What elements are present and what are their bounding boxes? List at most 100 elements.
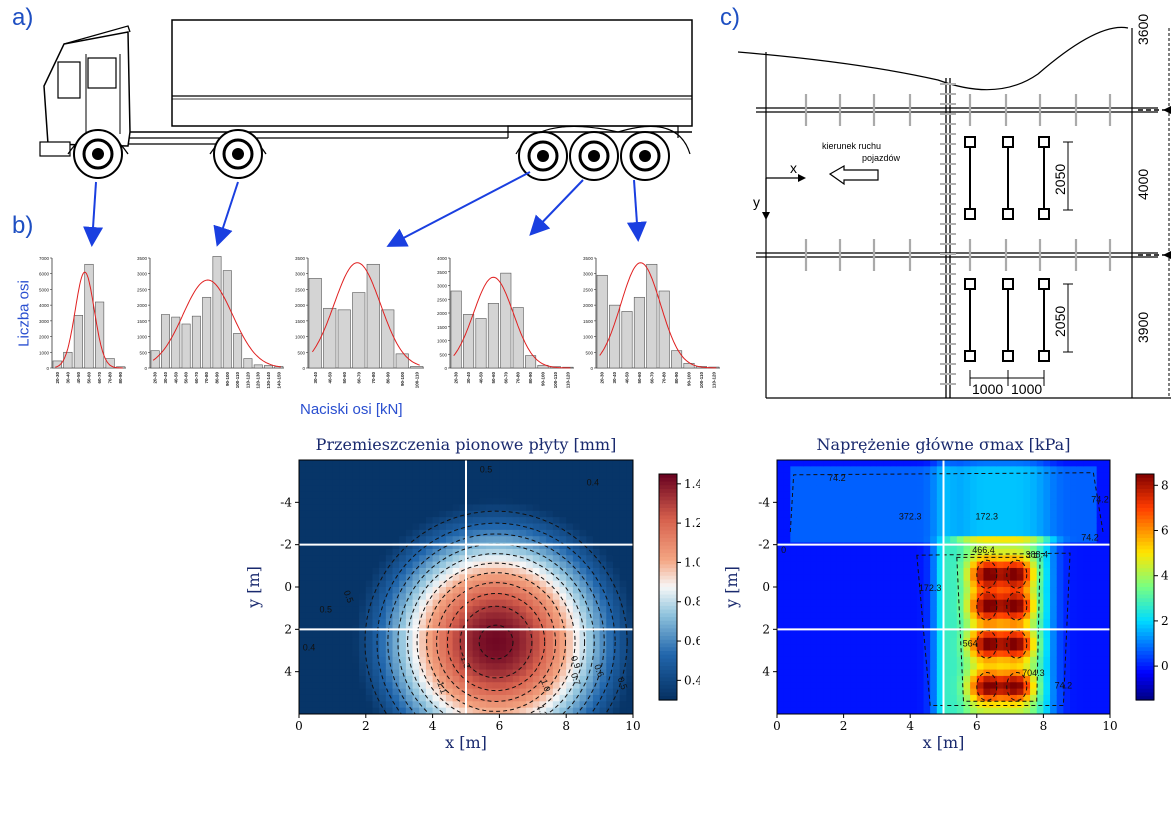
heatmap-cell — [916, 707, 925, 714]
heatmap-cell — [592, 682, 601, 690]
heatmap-cell — [332, 548, 340, 556]
heatmap-cell — [996, 675, 1005, 683]
heatmap-cell — [1070, 599, 1078, 607]
heatmap-cell — [1090, 555, 1098, 563]
heatmap-cell — [823, 542, 831, 550]
heatmap-cell — [379, 555, 387, 563]
heatmap-cell — [1010, 536, 1018, 544]
heatmap-cell — [916, 701, 925, 709]
heatmap-cell — [943, 682, 951, 690]
heatmap-cell — [466, 555, 474, 563]
heatmap-cell — [372, 555, 380, 563]
heatmap-cell — [599, 472, 607, 480]
heatmap-cell — [916, 574, 925, 582]
heatmap-cell — [1023, 472, 1031, 480]
heatmap-cell — [896, 612, 905, 620]
heatmap-cell — [1050, 669, 1058, 677]
heatmap-cell — [796, 669, 805, 677]
heatmap-cell — [325, 491, 333, 499]
heatmap-cell — [539, 523, 547, 531]
heatmap-cell — [472, 593, 480, 601]
heatmap-cell — [339, 593, 347, 601]
heatmap-cell — [425, 498, 434, 506]
heatmap-cell — [1036, 707, 1044, 714]
heatmap-cell — [1090, 510, 1098, 518]
colorbar-segment — [1136, 647, 1154, 652]
heatmap-cell — [325, 479, 333, 486]
heatmap-cell — [1103, 656, 1110, 664]
heatmap-cell — [823, 593, 831, 601]
heatmap-cell — [996, 663, 1005, 671]
heatmap-cell — [803, 694, 811, 702]
heatmap-cell — [579, 548, 587, 556]
heatmap-cell — [1003, 675, 1011, 683]
heatmap-cell — [803, 688, 811, 696]
heatmap-cell — [956, 663, 965, 671]
heatmap-cell — [579, 542, 587, 550]
heatmap-cell — [405, 542, 414, 550]
heatmap-cell — [506, 567, 514, 575]
heatmap-cell — [579, 510, 587, 518]
heatmap-cell — [626, 466, 633, 474]
displacement-heatmap-chart: 0.50.40.50.41.11.31.00.90.70.60.51.20.50… — [244, 435, 700, 752]
heatmap-cell — [796, 555, 805, 563]
heatmap-cell — [843, 517, 851, 525]
heatmap-cell — [1036, 510, 1044, 518]
heatmap-cell — [1090, 491, 1098, 499]
hist-y-tick-label: 2000 — [137, 303, 148, 308]
colorbar-frame — [658, 473, 678, 701]
heatmap-cell — [856, 510, 865, 518]
heatmap-cell — [783, 529, 791, 537]
hist-normal-curve — [152, 279, 281, 368]
heatmap-cell — [319, 593, 327, 601]
heatmap-cell — [1083, 637, 1091, 645]
heatmap-cell — [1010, 656, 1018, 664]
heatmap-cell — [843, 479, 851, 486]
heatmap-cell — [976, 682, 985, 690]
heatmap-cell — [499, 542, 507, 550]
heatmap-cell — [923, 587, 931, 594]
heatmap-cell — [930, 669, 938, 677]
heatmap-cell — [943, 536, 951, 544]
heatmap-cell — [392, 555, 400, 563]
heatmap-cell — [486, 567, 494, 575]
colorbar-segment — [1136, 605, 1154, 611]
heatmap-cell — [910, 580, 918, 588]
heatmap-cell — [943, 688, 951, 696]
heatmap-cell — [983, 618, 991, 626]
heatmap-cell — [896, 485, 905, 493]
heatmap-cell — [936, 485, 945, 493]
heatmap-cell — [1023, 574, 1031, 582]
heatmap-cell — [910, 663, 918, 671]
heatmap-cell — [439, 682, 447, 690]
heatmap-cell — [325, 650, 333, 658]
heatmap-cell — [506, 593, 514, 601]
heatmap-cell — [392, 498, 400, 506]
heatmap-cell — [512, 656, 521, 664]
heatmap-cell — [823, 517, 831, 525]
heatmap-cell — [546, 523, 554, 531]
heatmap-cell — [452, 587, 460, 594]
heatmap-cell — [379, 479, 387, 486]
heatmap-cell — [486, 644, 494, 652]
heatmap-cell — [830, 548, 838, 556]
heatmap-cell — [512, 529, 521, 537]
heatmap-cell — [823, 491, 831, 499]
heatmap-cell — [512, 631, 521, 639]
heatmap-cell — [903, 491, 911, 499]
heatmap-cell — [526, 631, 534, 639]
heatmap-cell — [796, 631, 805, 639]
heatmap-cell — [943, 650, 951, 658]
heatmap-cell — [552, 631, 561, 639]
heatmap-cell — [890, 587, 898, 594]
heatmap-cell — [830, 472, 838, 480]
heatmap-cell — [963, 606, 971, 613]
heatmap-cell — [1003, 606, 1011, 613]
heatmap-cell — [312, 587, 320, 594]
heatmap-cell — [943, 593, 951, 601]
heatmap-cell — [319, 599, 327, 607]
colorbar-segment — [659, 658, 677, 663]
heatmap-cell — [619, 491, 627, 499]
heatmap-cell — [372, 460, 380, 467]
heatmap-cell — [876, 675, 885, 683]
